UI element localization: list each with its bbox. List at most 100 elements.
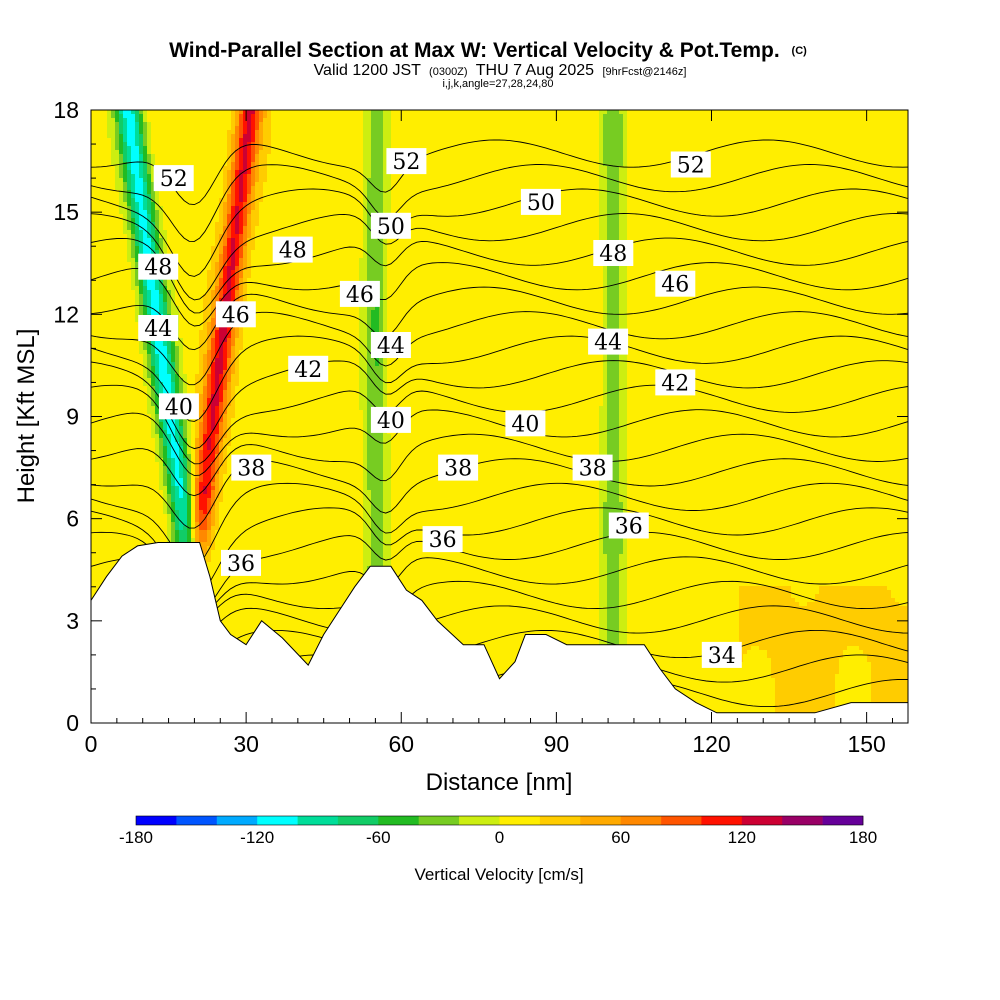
velocity-cell: [115, 290, 119, 294]
velocity-cell: [143, 154, 147, 158]
velocity-cell: [139, 294, 143, 298]
velocity-cell: [103, 394, 107, 398]
velocity-cell: [91, 578, 95, 582]
velocity-cell: [119, 138, 123, 142]
velocity-cell: [115, 434, 119, 438]
velocity-cell: [115, 186, 119, 190]
velocity-cell: [123, 318, 127, 322]
velocity-cell: [123, 326, 127, 330]
velocity-cell: [123, 150, 127, 154]
velocity-cell: [119, 230, 123, 234]
velocity-cell: [91, 134, 95, 138]
velocity-cell: [127, 178, 131, 182]
velocity-cell: [143, 202, 147, 206]
velocity-cell: [127, 350, 131, 354]
velocity-cell: [135, 234, 139, 238]
velocity-cell: [91, 286, 95, 290]
velocity-cell: [131, 430, 135, 434]
velocity-cell: [123, 394, 127, 398]
velocity-cell: [91, 390, 95, 394]
velocity-cell: [139, 394, 143, 398]
velocity-cell: [123, 154, 127, 158]
velocity-cell: [135, 414, 139, 418]
velocity-cell: [135, 130, 139, 134]
velocity-cell: [143, 122, 147, 126]
velocity-cell: [131, 542, 135, 546]
velocity-cell: [139, 298, 143, 302]
velocity-cell: [139, 430, 143, 434]
velocity-cell: [139, 218, 143, 222]
velocity-cell: [135, 422, 139, 426]
velocity-cell: [95, 338, 99, 342]
velocity-cell: [91, 526, 95, 530]
velocity-cell: [115, 374, 119, 378]
velocity-cell: [95, 110, 99, 114]
plot-area: [91, 110, 911, 726]
velocity-cell: [135, 298, 139, 302]
velocity-cell: [111, 542, 115, 546]
velocity-cell: [119, 438, 123, 442]
velocity-cell: [111, 390, 115, 394]
velocity-cell: [115, 498, 119, 502]
velocity-cell: [127, 194, 131, 198]
velocity-cell: [139, 370, 143, 374]
velocity-cell: [123, 278, 127, 282]
velocity-cell: [119, 318, 123, 322]
velocity-cell: [115, 446, 119, 450]
velocity-cell: [119, 298, 123, 302]
velocity-cell: [135, 110, 139, 114]
velocity-cell: [99, 122, 103, 126]
velocity-cell: [143, 158, 147, 162]
velocity-cell: [99, 318, 103, 322]
velocity-cell: [135, 498, 139, 502]
velocity-cell: [123, 402, 127, 406]
velocity-cell: [111, 126, 115, 130]
velocity-cell: [127, 338, 131, 342]
velocity-cell: [91, 146, 95, 150]
velocity-cell: [139, 138, 143, 142]
velocity-cell: [123, 390, 127, 394]
velocity-cell: [111, 250, 115, 254]
velocity-cell: [91, 442, 95, 446]
velocity-cell: [107, 258, 111, 262]
velocity-cell: [115, 314, 119, 318]
velocity-cell: [143, 250, 147, 254]
velocity-cell: [99, 282, 103, 286]
velocity-cell: [95, 298, 99, 302]
velocity-cell: [135, 218, 139, 222]
velocity-cell: [99, 466, 103, 470]
velocity-cell: [131, 378, 135, 382]
velocity-cell: [91, 546, 95, 550]
velocity-cell: [91, 234, 95, 238]
velocity-cell: [107, 402, 111, 406]
velocity-cell: [99, 230, 103, 234]
velocity-cell: [115, 334, 119, 338]
velocity-cell: [107, 246, 111, 250]
velocity-cell: [91, 214, 95, 218]
velocity-cell: [107, 374, 111, 378]
velocity-cell: [111, 430, 115, 434]
velocity-cell: [107, 206, 111, 210]
velocity-cell: [111, 230, 115, 234]
velocity-cell: [115, 430, 119, 434]
velocity-cell: [107, 494, 111, 498]
velocity-cell: [135, 286, 139, 290]
velocity-cell: [99, 330, 103, 334]
velocity-cell: [111, 406, 115, 410]
velocity-cell: [99, 142, 103, 146]
velocity-cell: [103, 266, 107, 270]
velocity-cell: [111, 418, 115, 422]
velocity-cell: [135, 398, 139, 402]
velocity-cell: [115, 330, 119, 334]
velocity-cell: [107, 166, 111, 170]
velocity-cell: [115, 278, 119, 282]
velocity-cell: [127, 114, 131, 118]
velocity-cell: [99, 266, 103, 270]
subtitle-date: THU 7 Aug 2025: [476, 62, 594, 79]
velocity-cell: [103, 374, 107, 378]
velocity-cell: [107, 490, 111, 494]
velocity-cell: [103, 302, 107, 306]
velocity-cell: [91, 366, 95, 370]
velocity-cell: [131, 502, 135, 506]
velocity-cell: [139, 110, 143, 114]
